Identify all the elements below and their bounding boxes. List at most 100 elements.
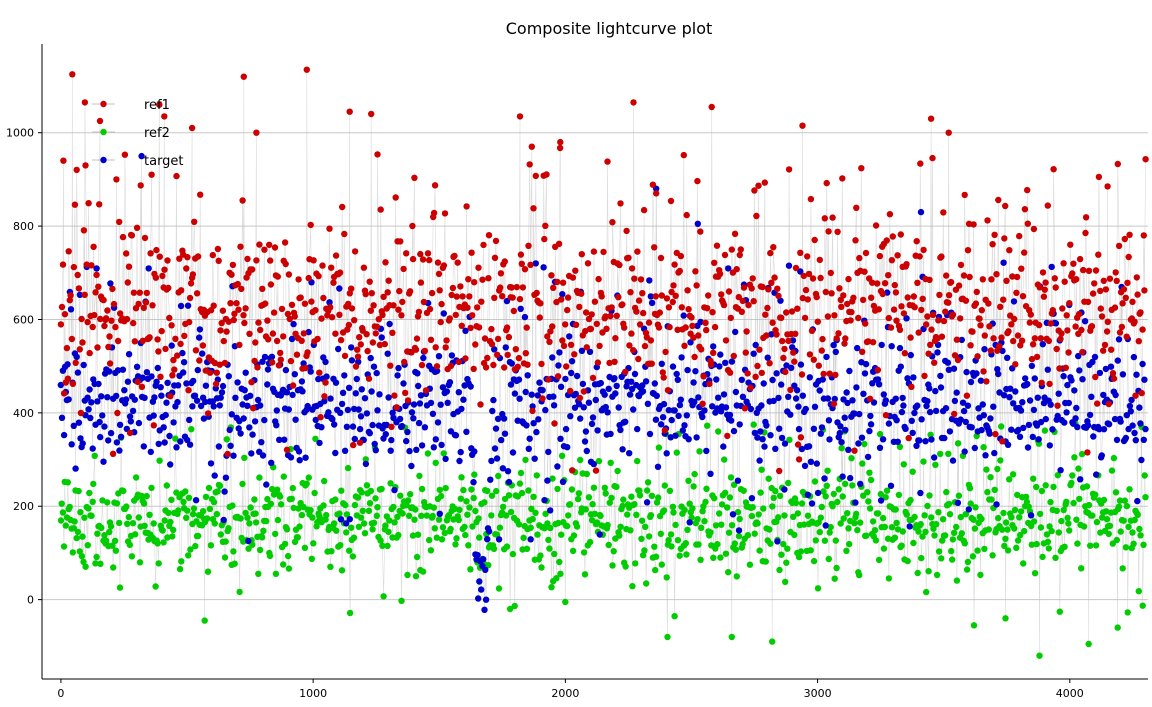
data-point: [858, 165, 865, 172]
data-point: [592, 396, 599, 404]
data-point: [338, 487, 345, 494]
data-point: [1089, 290, 1097, 297]
data-point: [858, 434, 866, 441]
data-point: [647, 293, 654, 300]
data-point: [1105, 530, 1113, 538]
data-point: [778, 381, 785, 388]
chart-title: Composite lightcurve plot: [506, 19, 713, 38]
data-point: [240, 312, 247, 319]
data-point: [704, 305, 711, 312]
data-point: [435, 270, 443, 278]
data-point: [1078, 326, 1085, 334]
data-point: [722, 337, 730, 344]
data-point: [784, 545, 791, 552]
data-point: [754, 434, 761, 441]
data-point: [879, 514, 887, 522]
data-point: [176, 255, 183, 262]
data-point: [1055, 529, 1063, 536]
data-point: [507, 381, 515, 388]
data-point: [307, 221, 314, 229]
data-point: [809, 275, 817, 282]
data-point: [880, 545, 888, 552]
data-point: [1133, 371, 1140, 378]
data-point: [838, 439, 845, 446]
data-point: [1040, 293, 1048, 300]
data-point: [821, 537, 829, 544]
data-point: [1019, 399, 1026, 406]
data-point: [416, 472, 423, 480]
data-point: [718, 521, 725, 528]
data-point: [179, 349, 186, 357]
data-point: [499, 293, 506, 300]
data-point: [1123, 412, 1131, 419]
data-point: [249, 431, 256, 438]
data-point: [150, 520, 157, 527]
data-point: [631, 275, 638, 282]
data-point: [730, 481, 738, 488]
data-point: [807, 195, 815, 203]
data-point: [577, 456, 584, 464]
data-point: [777, 297, 784, 304]
data-point: [325, 409, 332, 416]
data-point: [685, 436, 692, 443]
y-tick-label: 600: [13, 313, 34, 326]
data-point: [550, 402, 558, 409]
data-point: [1013, 289, 1020, 296]
data-point: [927, 341, 934, 348]
data-point: [548, 584, 555, 591]
data-point: [1049, 307, 1057, 314]
data-point: [1000, 509, 1007, 517]
data-point: [1013, 273, 1021, 281]
y-tick-label: 400: [13, 407, 34, 420]
data-point: [1063, 498, 1070, 505]
data-point: [185, 552, 192, 559]
data-point: [668, 416, 675, 424]
data-point: [88, 399, 95, 406]
data-point: [503, 324, 511, 331]
data-point: [574, 495, 582, 503]
data-point: [493, 487, 500, 495]
data-point: [632, 560, 639, 567]
data-point: [441, 529, 448, 537]
legend-label-ref1: ref1: [144, 98, 170, 113]
data-point: [813, 293, 820, 301]
data-point: [1011, 315, 1018, 323]
data-point: [542, 510, 549, 517]
data-point: [898, 303, 905, 310]
data-point: [578, 290, 585, 297]
data-point: [1100, 347, 1107, 354]
data-point: [182, 488, 189, 495]
data-point: [197, 402, 205, 410]
data-point: [568, 486, 576, 493]
data-point: [1081, 318, 1089, 325]
data-point: [89, 498, 96, 505]
data-point: [230, 548, 237, 555]
data-point: [950, 365, 958, 372]
data-point: [488, 457, 495, 465]
data-point: [855, 440, 862, 447]
data-point: [887, 324, 895, 331]
data-point: [225, 525, 232, 532]
data-point: [945, 500, 953, 508]
data-point: [607, 459, 614, 466]
data-point: [1064, 381, 1071, 389]
data-point: [1112, 489, 1120, 496]
data-point: [148, 484, 155, 492]
data-point: [214, 488, 221, 495]
data-point: [100, 458, 107, 465]
data-point: [781, 486, 788, 493]
data-point: [620, 496, 627, 503]
data-point: [186, 318, 193, 326]
data-point: [1093, 518, 1101, 526]
data-point: [465, 276, 472, 283]
data-point: [630, 406, 637, 413]
data-point: [732, 546, 739, 553]
data-point: [1060, 506, 1067, 514]
data-point: [387, 480, 394, 487]
data-point: [393, 404, 400, 411]
data-point: [894, 526, 902, 533]
data-point: [146, 511, 153, 518]
data-point: [133, 363, 141, 370]
data-point: [532, 172, 539, 180]
data-point: [559, 279, 567, 286]
